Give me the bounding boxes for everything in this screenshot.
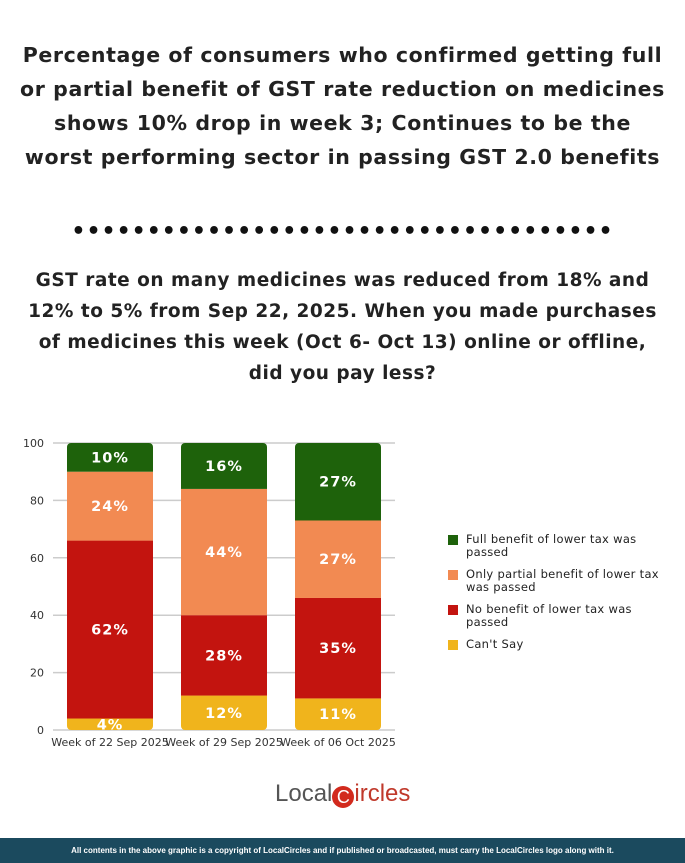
data-label: 27% bbox=[319, 552, 357, 568]
legend-label: No benefit of lower tax was passed bbox=[466, 602, 632, 629]
y-tick-label: 100 bbox=[23, 437, 44, 450]
data-label: 11% bbox=[319, 707, 357, 723]
bar-segment bbox=[295, 443, 381, 521]
bar-segment bbox=[295, 698, 381, 730]
y-tick-label: 0 bbox=[37, 724, 44, 737]
bar-segment bbox=[67, 540, 153, 719]
legend-label: Full benefit of lower tax was passed bbox=[466, 532, 637, 559]
y-tick-label: 60 bbox=[30, 552, 44, 565]
bar-segment bbox=[181, 695, 267, 730]
x-tick-label: Week of 06 Oct 2025 bbox=[280, 736, 396, 749]
legend-swatch bbox=[448, 535, 458, 545]
legend: Full benefit of lower tax was passed Only… bbox=[448, 533, 668, 660]
data-label: 28% bbox=[205, 648, 243, 664]
bar-segment bbox=[295, 520, 381, 598]
data-label: 16% bbox=[205, 459, 243, 475]
x-tick-label: Week of 29 Sep 2025 bbox=[165, 736, 282, 749]
bar-segment bbox=[295, 597, 381, 699]
y-tick-label: 40 bbox=[30, 609, 44, 622]
y-tick-label: 80 bbox=[30, 494, 44, 507]
legend-swatch bbox=[448, 570, 458, 580]
data-label: 24% bbox=[91, 499, 129, 515]
data-label: 4% bbox=[97, 717, 124, 733]
bar-segment bbox=[67, 443, 153, 472]
data-label: 62% bbox=[91, 623, 129, 639]
bar-segment bbox=[67, 471, 153, 541]
bar-segment bbox=[67, 718, 153, 730]
data-label: 44% bbox=[205, 545, 243, 561]
data-label: 35% bbox=[319, 641, 357, 657]
data-label: 12% bbox=[205, 706, 243, 722]
y-tick-label: 20 bbox=[30, 667, 44, 680]
chart-title: Percentage of consumers who confirmed ge… bbox=[20, 43, 665, 169]
bar-segment bbox=[181, 443, 267, 489]
legend-label: Can't Say bbox=[466, 637, 524, 651]
legend-item: No benefit of lower tax was passed bbox=[448, 603, 668, 629]
chart-subtitle: GST rate on many medicines was reduced f… bbox=[28, 270, 657, 384]
bar-segment bbox=[181, 488, 267, 616]
legend-item: Full benefit of lower tax was passed bbox=[448, 533, 668, 559]
stacked-bar-chart: 0 20 40 60 80 100 4% 62% 24% 10% Week of 22 Sep 20… bbox=[23, 437, 396, 749]
copyright-footer: All contents in the above graphic is a c… bbox=[0, 838, 685, 863]
data-label: 27% bbox=[319, 475, 357, 491]
divider: •••••••••••••••••••••••••••••••••••• bbox=[71, 219, 614, 244]
legend-swatch bbox=[448, 605, 458, 615]
x-tick-label: Week of 22 Sep 2025 bbox=[51, 736, 168, 749]
legend-item: Only partial benefit of lower tax was pa… bbox=[448, 568, 668, 594]
legend-swatch bbox=[448, 640, 458, 650]
legend-label: Only partial benefit of lower tax was pa… bbox=[466, 567, 659, 594]
data-label: 10% bbox=[91, 450, 129, 466]
bar-segment bbox=[181, 615, 267, 696]
legend-item: Can't Say bbox=[448, 638, 668, 651]
